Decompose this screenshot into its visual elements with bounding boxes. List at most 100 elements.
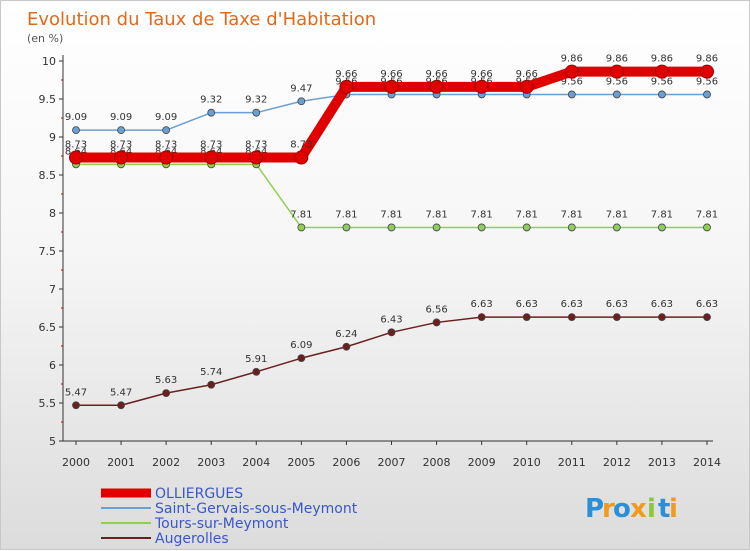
x-tick-label: 2006 — [332, 456, 360, 469]
data-label: 5.91 — [245, 354, 267, 365]
data-label: 8.73 — [110, 140, 132, 151]
data-label: 9.56 — [651, 76, 673, 87]
x-tick-label: 2004 — [242, 456, 270, 469]
data-label: 5.63 — [155, 375, 177, 386]
x-tick-label: 2008 — [423, 456, 451, 469]
data-point — [612, 90, 621, 99]
chart-axes: 5 5.5 6 6.5 7 7.5 8 8.5 9 9.5 10 2000 2001 2002 2003 20… — [39, 55, 721, 469]
data-label: 9.32 — [245, 95, 267, 106]
data-point — [519, 79, 534, 94]
data-label: 9.09 — [65, 112, 87, 123]
data-label: 7.81 — [335, 209, 357, 220]
data-label: 6.56 — [425, 304, 447, 315]
data-label: 9.66 — [471, 69, 493, 80]
data-label: 7.81 — [516, 209, 538, 220]
data-label: 6.24 — [335, 329, 357, 340]
data-point — [294, 150, 309, 165]
data-label: 9.47 — [290, 83, 312, 94]
data-point — [342, 342, 351, 351]
data-label: 8.73 — [290, 140, 312, 151]
data-point — [297, 97, 306, 106]
y-tick-label: 8.5 — [39, 169, 57, 182]
x-tick-label: 2000 — [62, 456, 90, 469]
legend-label: Saint-Gervais-sous-Meymont — [155, 501, 358, 517]
y-tick-label: 8 — [49, 207, 56, 220]
data-label: 7.81 — [651, 209, 673, 220]
data-point — [522, 223, 531, 232]
y-tick-label: 5.5 — [39, 397, 57, 410]
data-point — [249, 150, 264, 165]
data-point — [703, 90, 711, 99]
x-tick-label: 2012 — [603, 456, 631, 469]
y-tick-label: 9.5 — [39, 93, 57, 106]
data-point — [429, 79, 444, 94]
data-label: 9.66 — [380, 69, 402, 80]
data-point — [612, 313, 621, 322]
y-tick-label: 7 — [49, 283, 56, 296]
series-augerolles: 5.47 5.47 5.63 5.74 5.91 6.09 6.24 6.43 6.56 6.63… — [65, 299, 718, 410]
legend-label: Augerolles — [155, 531, 229, 547]
data-label: 9.09 — [110, 112, 132, 123]
x-tick-label: 2013 — [648, 456, 676, 469]
data-label: 6.63 — [561, 299, 583, 310]
data-point — [162, 389, 171, 398]
data-point — [567, 313, 576, 322]
data-label: 5.74 — [200, 367, 222, 378]
data-label: 5.47 — [65, 387, 87, 398]
data-point — [342, 223, 351, 232]
data-point — [117, 126, 125, 135]
data-label: 9.86 — [606, 54, 628, 65]
data-label: 8.73 — [200, 140, 222, 151]
data-point — [207, 108, 216, 117]
data-point — [700, 64, 714, 79]
data-point — [339, 79, 354, 94]
y-tick-label: 10 — [42, 55, 56, 68]
data-point — [387, 328, 396, 337]
data-label: 7.81 — [425, 209, 447, 220]
data-point — [297, 354, 306, 363]
data-point — [522, 313, 531, 322]
series-layer: 5.47 5.47 5.63 5.74 5.91 6.09 6.24 6.43 6.56 6.63… — [65, 54, 718, 410]
data-label: 7.81 — [471, 209, 493, 220]
chart-title: Evolution du Taux de Taxe d'Habitation — [27, 9, 376, 30]
data-point — [162, 126, 171, 135]
data-point — [658, 313, 666, 322]
data-point — [477, 313, 486, 322]
data-label: 7.81 — [606, 209, 628, 220]
x-tick-label: 2009 — [468, 456, 496, 469]
data-point — [654, 64, 669, 79]
y-tick-label: 9 — [49, 131, 56, 144]
y-tick-label: 6.5 — [39, 321, 57, 334]
data-point — [72, 401, 80, 410]
logo-letter: P — [585, 494, 604, 524]
x-tick-label: 2001 — [107, 456, 135, 469]
logo-letter: t — [658, 494, 670, 524]
data-point — [658, 90, 666, 99]
data-label: 9.86 — [696, 54, 718, 65]
data-point — [252, 108, 261, 117]
data-point — [474, 79, 489, 94]
data-point — [297, 223, 306, 232]
data-label: 6.63 — [651, 299, 673, 310]
data-label: 6.63 — [606, 299, 628, 310]
data-label: 6.63 — [471, 299, 493, 310]
data-point — [432, 223, 441, 232]
data-point — [658, 223, 666, 232]
data-point — [567, 223, 576, 232]
data-point — [432, 318, 441, 327]
data-point — [72, 126, 80, 135]
chart-legend: OLLIERGUESSaint-Gervais-sous-MeymontTour… — [101, 486, 358, 547]
data-label: 6.63 — [516, 299, 538, 310]
data-label: 9.56 — [561, 76, 583, 87]
logo-letter: r — [602, 494, 615, 524]
legend-label: OLLIERGUES — [155, 486, 243, 502]
data-point — [609, 64, 624, 79]
data-label: 9.09 — [155, 112, 177, 123]
y-tick-label: 7.5 — [39, 245, 57, 258]
data-label: 6.09 — [290, 340, 312, 351]
logo-letter: o — [613, 494, 631, 524]
data-label: 9.56 — [696, 76, 718, 87]
proxiti-logo: Pro x i ti — [585, 494, 678, 524]
